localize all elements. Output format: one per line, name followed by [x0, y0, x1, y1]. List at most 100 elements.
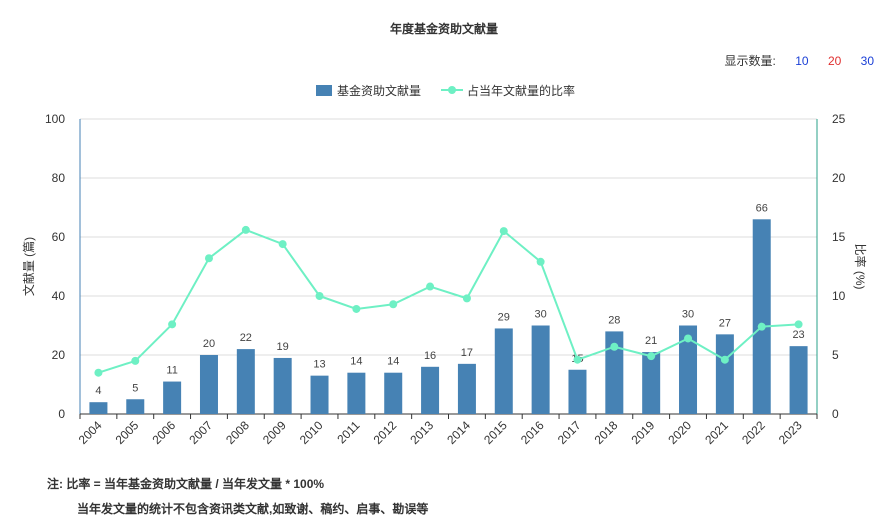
x-tick-label: 2008: [223, 418, 252, 447]
ratio-point: [278, 240, 287, 249]
ratio-point: [94, 368, 103, 377]
legend-bar-swatch: [316, 85, 332, 96]
bar-data-label: 14: [350, 356, 362, 368]
x-tick-label: 2011: [334, 418, 362, 446]
ratio-point: [389, 300, 398, 309]
bar: [531, 325, 550, 414]
bar: [679, 325, 698, 414]
bar: [421, 366, 440, 414]
bar: [347, 372, 366, 414]
bar-data-label: 29: [498, 311, 510, 323]
bar: [199, 355, 218, 414]
legend-line-label: 占当年文献量的比率: [467, 83, 575, 98]
x-tick-label: 2010: [297, 418, 326, 447]
bar-data-label: 19: [277, 341, 289, 353]
display-count-control: 显示数量: 10 20 30: [725, 52, 874, 69]
bar-data-label: 66: [756, 202, 768, 214]
x-tick-label: 2004: [76, 418, 105, 447]
bar: [273, 357, 292, 414]
note-ratio-formula: 注: 比率 = 当年基金资助文献量 / 当年发文量 * 100%: [47, 477, 325, 491]
x-tick-label: 2018: [592, 418, 621, 447]
bar-data-label: 5: [132, 382, 138, 394]
ratio-point: [573, 355, 582, 364]
y-tick-label-right: 20: [832, 171, 846, 185]
y-tick-label-right: 25: [832, 112, 846, 126]
y-tick-label-right: 5: [832, 348, 839, 362]
y-axis-title-left: 文献量 (篇): [21, 237, 36, 296]
ratio-point: [794, 320, 803, 329]
y-tick-label-left: 60: [52, 230, 66, 244]
x-tick-label: 2015: [481, 418, 510, 447]
x-tick-label: 2013: [407, 418, 436, 447]
display-count-20-button[interactable]: 20: [827, 54, 842, 68]
ratio-point: [241, 225, 250, 234]
bar-data-label: 4: [95, 385, 101, 397]
x-tick-label: 2020: [665, 418, 694, 447]
y-tick-label-left: 0: [58, 407, 65, 421]
x-tick-label: 2009: [260, 418, 289, 447]
bar-data-label: 13: [313, 359, 325, 371]
bar: [789, 346, 808, 414]
ratio-point: [499, 227, 508, 236]
ratio-point: [426, 282, 435, 291]
legend-bar-label: 基金资助文献量: [337, 83, 421, 98]
y-tick-label-left: 20: [52, 348, 66, 362]
bar-data-label: 30: [682, 309, 694, 321]
bar-data-label: 22: [240, 332, 252, 344]
y-tick-label-left: 40: [52, 289, 66, 303]
y-tick-label-right: 15: [832, 230, 846, 244]
ratio-point: [462, 294, 471, 303]
ratio-point: [757, 322, 766, 331]
ratio-point: [610, 342, 619, 351]
bar: [605, 331, 624, 414]
bar-data-label: 30: [535, 309, 547, 321]
bar-data-label: 14: [387, 356, 399, 368]
display-count-label: 显示数量:: [724, 54, 776, 68]
display-count-30-button[interactable]: 30: [860, 54, 874, 68]
bar: [310, 375, 329, 414]
x-tick-label: 2021: [702, 418, 731, 447]
x-tick-label: 2023: [776, 418, 805, 447]
y-tick-label-right: 10: [832, 289, 846, 303]
y-tick-label-left: 80: [52, 171, 66, 185]
bar-data-label: 23: [792, 329, 804, 341]
x-tick-label: 2007: [186, 418, 215, 447]
chart-title: 年度基金资助文献量: [389, 22, 498, 36]
y-tick-label-left: 100: [45, 112, 65, 126]
bar-data-label: 20: [203, 338, 215, 350]
bar-data-label: 28: [608, 314, 620, 326]
display-count-10-button[interactable]: 10: [795, 54, 809, 68]
legend-line-marker: [448, 86, 456, 94]
ratio-point: [647, 352, 656, 361]
ratio-point: [536, 257, 545, 266]
bar: [494, 328, 513, 414]
bar: [384, 372, 403, 414]
bar: [568, 369, 587, 414]
y-axis-title-right: 比率 (%): [853, 244, 868, 290]
x-tick-label: 2006: [149, 418, 178, 447]
ratio-point: [131, 356, 140, 365]
ratio-point: [204, 254, 213, 263]
y-tick-label-right: 0: [832, 407, 839, 421]
x-tick-label: 2012: [371, 418, 400, 447]
bar: [715, 334, 734, 414]
bar-data-label: 21: [645, 335, 657, 347]
bar-data-label: 17: [461, 347, 473, 359]
ratio-point: [720, 355, 729, 364]
x-tick-label: 2016: [518, 418, 547, 447]
ratio-point: [315, 292, 324, 300]
x-tick-label: 2017: [555, 418, 584, 447]
bar: [163, 381, 182, 414]
ratio-point: [684, 334, 693, 343]
bar-data-label: 16: [424, 350, 436, 362]
chart-svg: 0 20 40 60 80 100 0 5 10 15 20 25 2004 2005 2006 2007 20…: [21, 83, 868, 447]
x-tick-label: 2019: [629, 418, 658, 447]
x-tick-label: 2005: [113, 418, 142, 447]
ratio-line: [98, 228, 799, 374]
bar-data-label: 27: [719, 317, 731, 329]
bar: [642, 352, 661, 414]
bar: [89, 402, 108, 414]
x-tick-label: 2022: [739, 418, 768, 447]
x-tick-label: 2014: [444, 418, 473, 447]
note-exclusion: 当年发文量的统计不包含资讯类文献,如致谢、稿约、启事、勘误等: [77, 502, 429, 516]
